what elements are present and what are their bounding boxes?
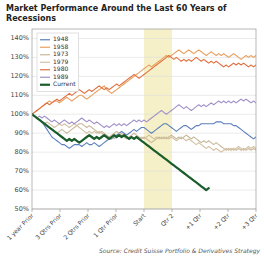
x-tick (116, 209, 117, 212)
x-tick (88, 209, 89, 212)
x-tick-label: 3 Qtrs Prior (34, 211, 63, 240)
legend-label: 1973 (53, 50, 68, 57)
legend-swatch (40, 62, 50, 63)
grid-line (32, 190, 256, 191)
background (0, 0, 264, 257)
legend-swatch (40, 84, 50, 86)
legend-swatch (40, 54, 50, 55)
grid-line (32, 114, 256, 115)
title: Market Performance Around the Last 60 Ye… (6, 4, 227, 23)
x-tick-label: Start (131, 211, 147, 227)
legend-swatch (40, 69, 50, 70)
x-tick (32, 209, 33, 212)
x-tick-label: 1 Qtr Prior (92, 211, 119, 238)
legend-label: 1980 (53, 65, 68, 72)
series-line (32, 50, 256, 114)
plot-frame (32, 29, 256, 209)
x-tick (200, 209, 201, 212)
x-tick (172, 209, 173, 212)
series-line (32, 114, 209, 190)
y-tick-label: 70% (15, 167, 29, 175)
y-tick-label: 140% (10, 34, 29, 42)
x-tick (256, 209, 257, 212)
legend-swatch (40, 39, 50, 40)
x-tick (144, 209, 145, 212)
legend-label: 1979 (53, 58, 68, 65)
y-tick-label: 110% (10, 91, 29, 99)
y-tick-label: 120% (10, 72, 29, 80)
x-tick-label: +2 Qtr (211, 211, 231, 231)
grid-line (32, 171, 256, 172)
legend-label: 1958 (53, 43, 68, 50)
chart: Market Performance Around the Last 60 Ye… (0, 0, 264, 257)
x-tick-label: Qtr 2 (159, 212, 175, 228)
x-tick (60, 209, 61, 212)
legend-label: Current (53, 80, 76, 87)
y-tick-label: 80% (15, 148, 29, 156)
x-tick (228, 209, 229, 212)
y-tick-label: 100% (10, 110, 29, 118)
legend-swatch (40, 77, 50, 78)
series-line (32, 56, 256, 115)
x-tick-label: +1 Qtr (183, 211, 203, 231)
series-line (32, 99, 256, 127)
legend-box (37, 33, 79, 92)
legend-swatch (40, 47, 50, 48)
legend-label: 1989 (53, 73, 68, 80)
x-tick-label: +3 Qtr (239, 211, 259, 231)
legend-label: 1948 (53, 35, 68, 42)
y-tick-label: 50% (15, 205, 29, 213)
y-tick-label: 60% (15, 186, 29, 194)
y-tick-label: 130% (10, 53, 29, 61)
lines-layer (32, 50, 256, 190)
source-note: Source: Credit Suisse Portfolio & Deriva… (99, 247, 260, 255)
y-tick-label: 90% (15, 129, 29, 137)
x-tick-label: 2 Qtrs Prior (62, 211, 91, 240)
x-tick-label: 1 year Prior (5, 211, 36, 242)
legend: 194819581973197919801989Current (37, 33, 79, 92)
